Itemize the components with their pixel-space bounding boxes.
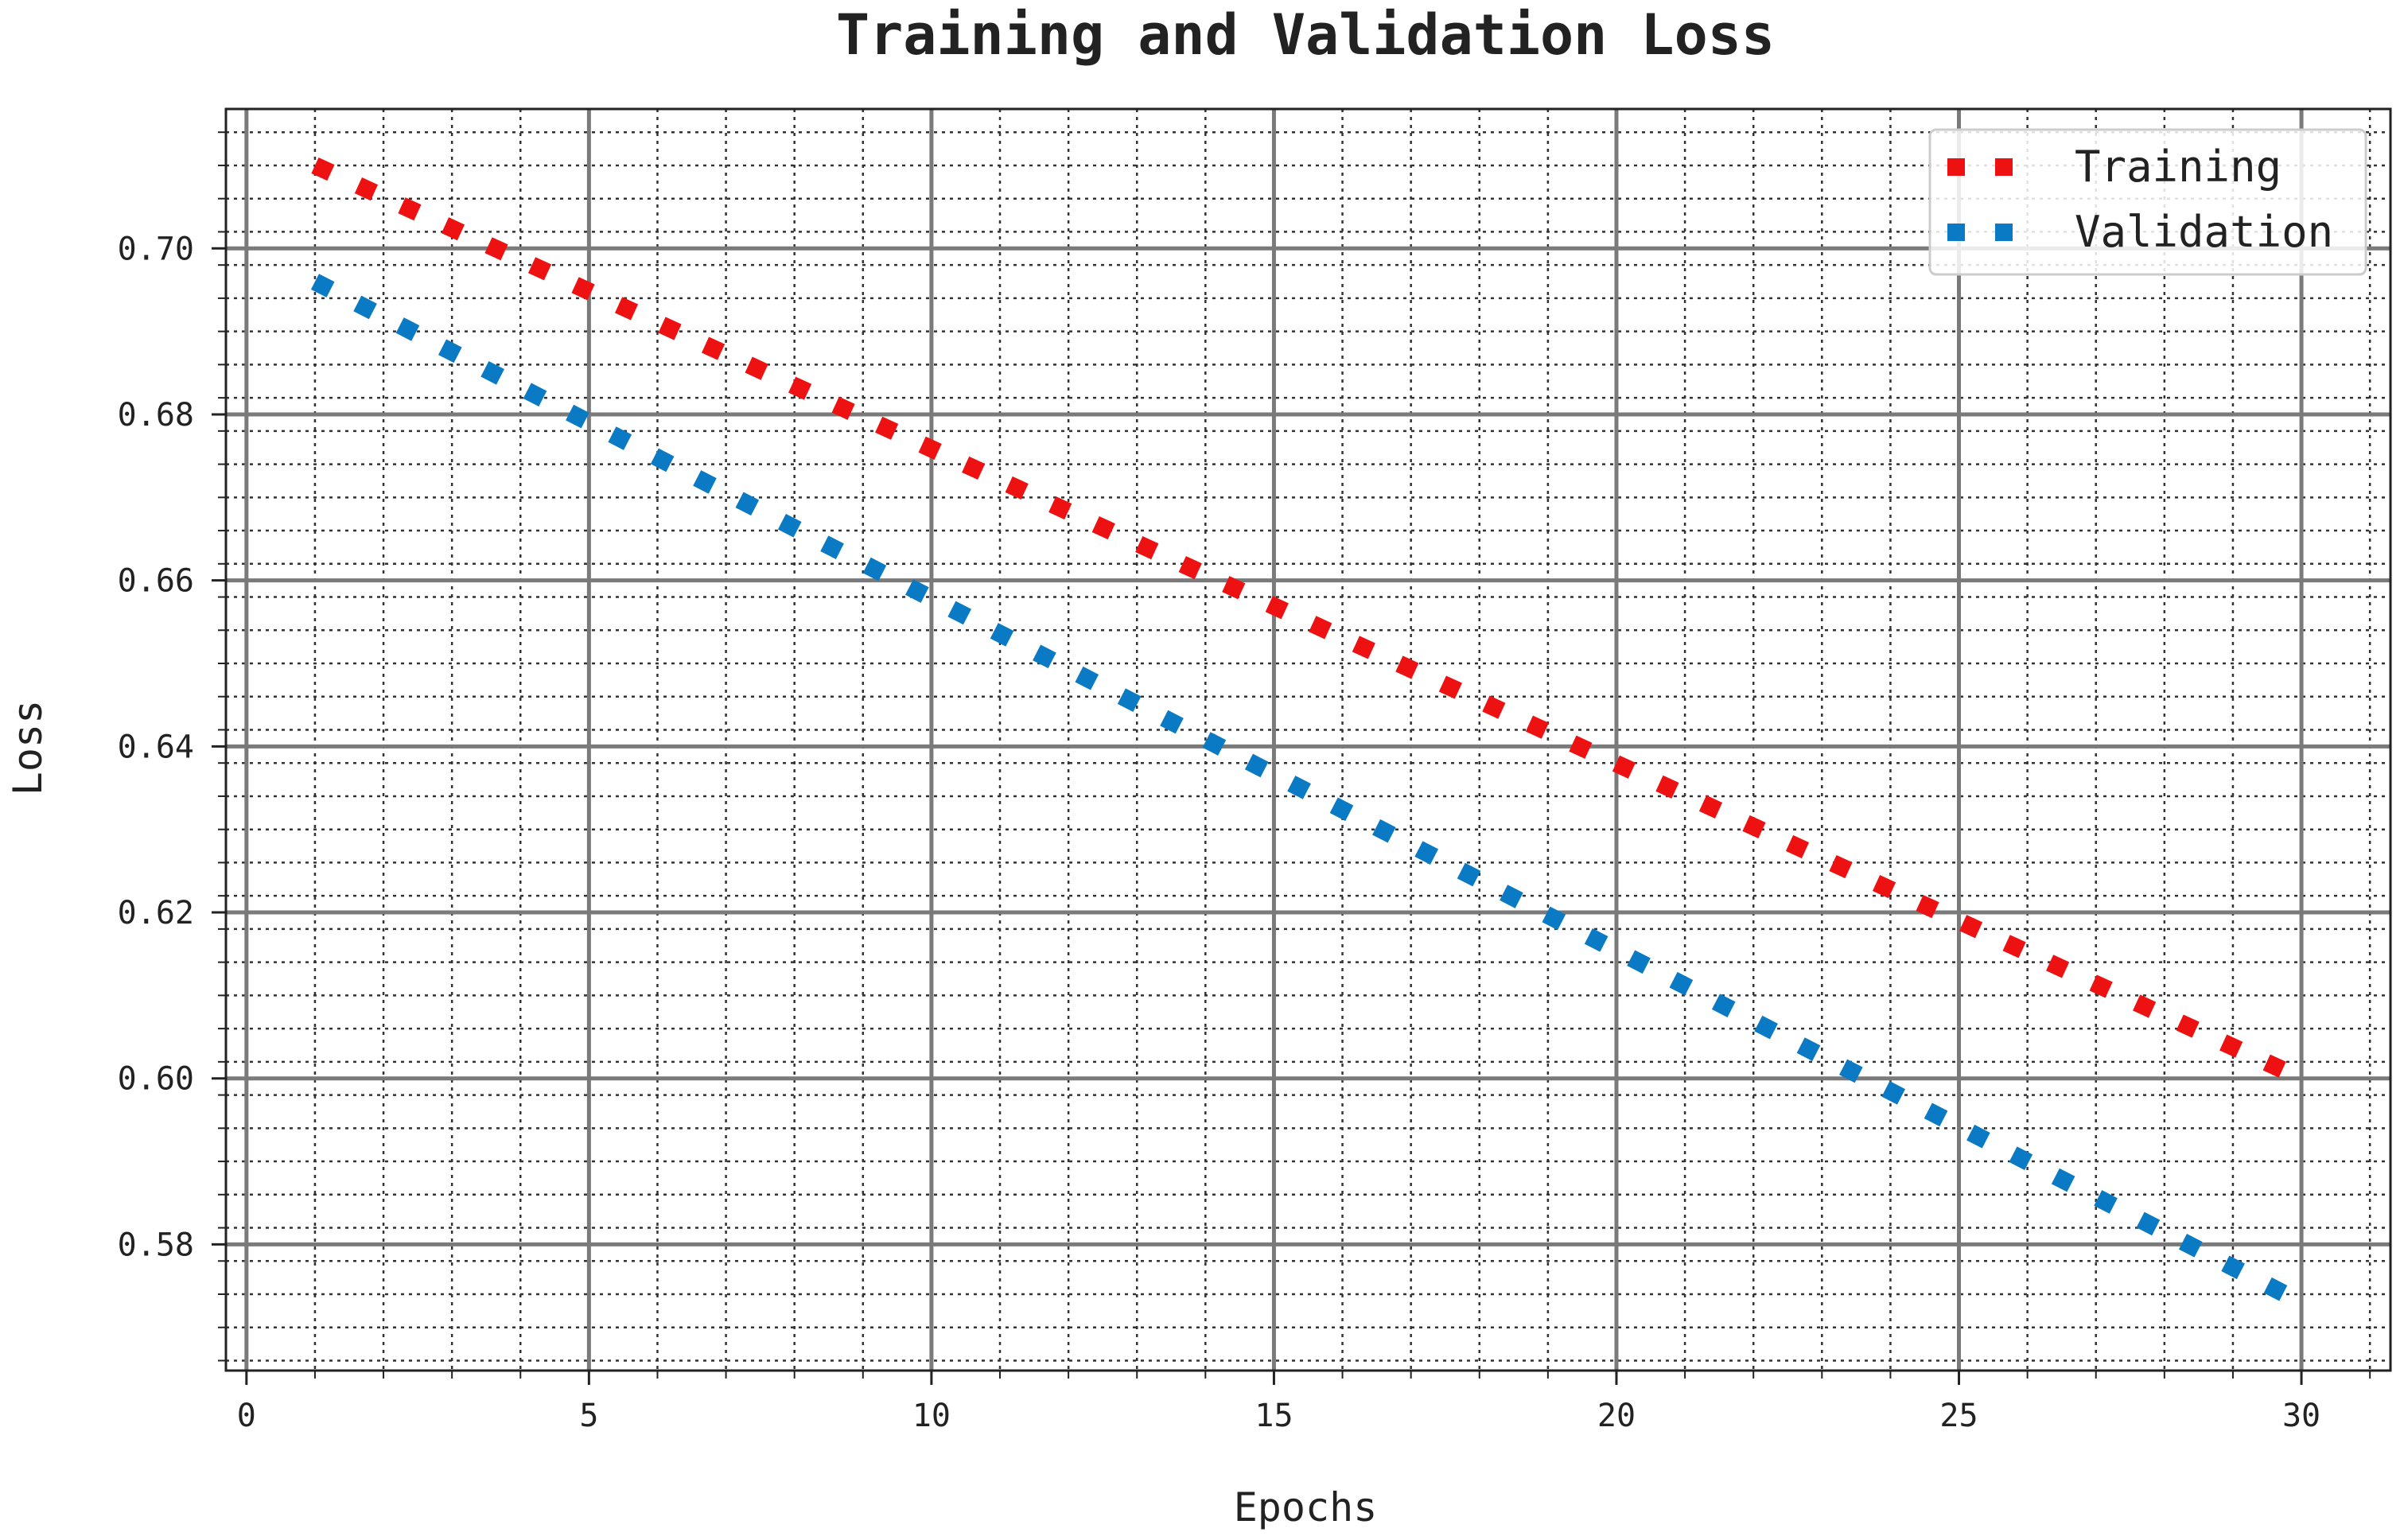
legend-swatch-training [1995, 158, 2013, 176]
series-training [311, 157, 2305, 1087]
legend-label-training: Training [2075, 142, 2281, 192]
x-tick-label: 20 [1597, 1398, 1636, 1434]
y-tick-label: 0.62 [118, 895, 194, 931]
y-tick-label: 0.60 [118, 1061, 194, 1098]
legend-box [1928, 128, 2367, 276]
y-tick-label: 0.64 [118, 729, 194, 765]
y-tick-label: 0.70 [118, 231, 194, 267]
legend-swatch-validation [1995, 224, 2013, 241]
x-tick-label: 10 [912, 1398, 951, 1434]
x-tick-label: 30 [2282, 1398, 2320, 1434]
x-tick-label: 15 [1255, 1398, 1293, 1434]
x-tick-label: 0 [237, 1398, 256, 1434]
x-tick-label: 25 [1939, 1398, 1978, 1434]
x-tick-label: 5 [579, 1398, 598, 1434]
x-axis-label: Epochs [1234, 1484, 1378, 1530]
legend-swatch-validation [1947, 224, 1965, 241]
y-tick-label: 0.66 [118, 563, 194, 600]
legend: Training Validation [1928, 128, 2367, 276]
legend-swatch-training [1947, 158, 1965, 176]
y-tick-label: 0.58 [118, 1227, 194, 1263]
plot-frame [224, 107, 2392, 1372]
series-group [310, 157, 2306, 1311]
chart-title: Training and Validation Loss [836, 2, 1775, 68]
y-tick-label: 0.68 [118, 397, 194, 434]
series-validation [310, 274, 2306, 1311]
y-axis-label: Loss [5, 700, 51, 795]
axis-ticks: 0 5 10 15 20 25 30 0.58 0.60 0.62 0.64 0.66 0.68 0.70 [118, 131, 2371, 1434]
legend-label-validation: Validation [2075, 207, 2333, 257]
